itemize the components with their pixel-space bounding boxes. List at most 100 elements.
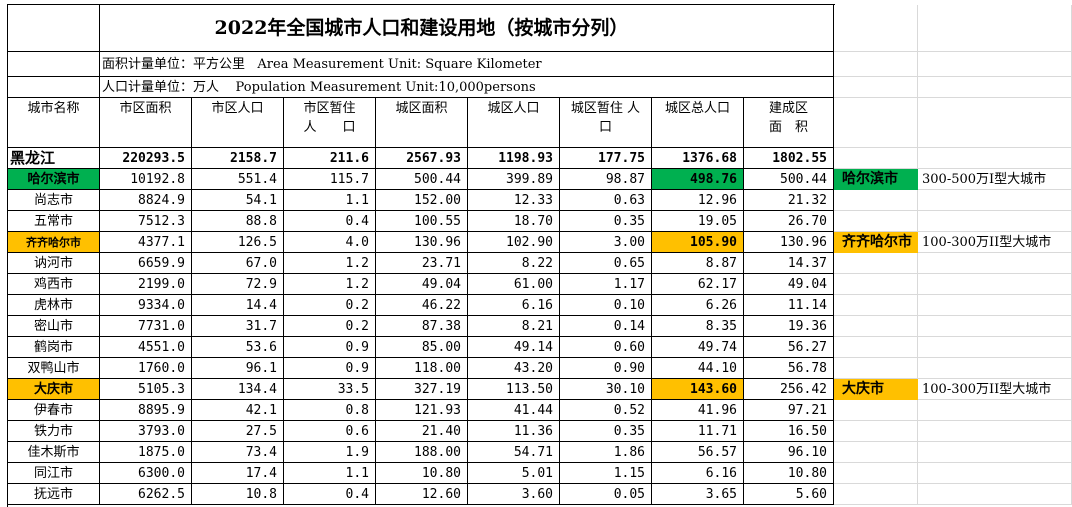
- cell-value: 0.65: [560, 253, 652, 274]
- cell-value: 0.35: [560, 421, 652, 442]
- note-city: 大庆市: [834, 379, 918, 400]
- cell-value: 33.5: [284, 379, 376, 400]
- population-unit: 人口计量单位：万人 Population Measurement Unit:10…: [100, 77, 834, 98]
- grid-cell: [918, 337, 1072, 358]
- cell-value: 21.40: [376, 421, 468, 442]
- cell-value: 0.63: [560, 190, 652, 211]
- cell-value: 96.1: [192, 358, 284, 379]
- cell-value: 0.6: [284, 421, 376, 442]
- column-header: 城区人口: [468, 98, 560, 148]
- cell-value: 121.93: [376, 400, 468, 421]
- cell-value: 49.14: [468, 337, 560, 358]
- city-name: 五常市: [8, 211, 100, 232]
- cell-value: 72.9: [192, 274, 284, 295]
- cell-value: 12.96: [652, 190, 744, 211]
- cell-value: 10192.8: [100, 169, 192, 190]
- cell-value: 177.75: [560, 148, 652, 169]
- grid-cell: [918, 211, 1072, 232]
- cell-value: 500.44: [744, 169, 834, 190]
- cell-value: 6.26: [652, 295, 744, 316]
- area-unit: 面积计量单位：平方公里 Area Measurement Unit: Squar…: [100, 52, 834, 77]
- cell-value: 11.71: [652, 421, 744, 442]
- city-name: 伊春市: [8, 400, 100, 421]
- cell-value: 0.90: [560, 358, 652, 379]
- cell-value: 498.76: [652, 169, 744, 190]
- cell-value: 54.1: [192, 190, 284, 211]
- cell-value: 4551.0: [100, 337, 192, 358]
- grid-cell: [834, 274, 918, 295]
- cell-value: 56.78: [744, 358, 834, 379]
- cell-value: 23.71: [376, 253, 468, 274]
- cell-value: 327.19: [376, 379, 468, 400]
- cell-value: 8824.9: [100, 190, 192, 211]
- column-header: 市区人口: [192, 98, 284, 148]
- cell-value: 18.70: [468, 211, 560, 232]
- city-name: 黑龙江: [8, 148, 100, 169]
- cell-value: 0.9: [284, 337, 376, 358]
- city-name: 齐齐哈尔市: [8, 232, 100, 253]
- cell-value: 1.1: [284, 463, 376, 484]
- note-class: 100-300万II型大城市: [922, 235, 1052, 250]
- cell-value: 0.35: [560, 211, 652, 232]
- cell-value: 10.80: [376, 463, 468, 484]
- grid-cell: [834, 190, 918, 211]
- cell-value: 42.1: [192, 400, 284, 421]
- grid-cell: [834, 484, 918, 505]
- cell-value: 8.21: [468, 316, 560, 337]
- cell-value: 3.00: [560, 232, 652, 253]
- cell-value: 56.27: [744, 337, 834, 358]
- cell-value: 6659.9: [100, 253, 192, 274]
- note-city: 哈尔滨市: [834, 169, 918, 190]
- grid-cell: [918, 463, 1072, 484]
- grid-cell: [834, 148, 918, 169]
- cell-value: 4377.1: [100, 232, 192, 253]
- city-name: 双鸭山市: [8, 358, 100, 379]
- cell-value: 4.0: [284, 232, 376, 253]
- note-class: 100-300万II型大城市: [922, 382, 1052, 397]
- grid-cell: [918, 98, 1072, 148]
- table-frame: [7, 4, 835, 507]
- cell-value: 96.10: [744, 442, 834, 463]
- cell-value: 1.9: [284, 442, 376, 463]
- cell-value: 1802.55: [744, 148, 834, 169]
- cell-value: 100.55: [376, 211, 468, 232]
- column-header: 建成区 面 积: [744, 98, 834, 148]
- grid-cell: [918, 442, 1072, 463]
- cell-value: 8895.9: [100, 400, 192, 421]
- city-name: 尚志市: [8, 190, 100, 211]
- cell-value: 152.00: [376, 190, 468, 211]
- cell-value: 19.36: [744, 316, 834, 337]
- cell-value: 3793.0: [100, 421, 192, 442]
- cell-value: 256.42: [744, 379, 834, 400]
- grid-cell: [834, 358, 918, 379]
- city-name: 抚远市: [8, 484, 100, 505]
- cell-value: 44.10: [652, 358, 744, 379]
- cell-value: 3.65: [652, 484, 744, 505]
- grid-cell: [918, 421, 1072, 442]
- cell-value: 0.10: [560, 295, 652, 316]
- cell-value: 0.05: [560, 484, 652, 505]
- cell-value: 134.4: [192, 379, 284, 400]
- cell-value: 43.20: [468, 358, 560, 379]
- cell-value: 19.05: [652, 211, 744, 232]
- cell-value: 9334.0: [100, 295, 192, 316]
- note-city: 齐齐哈尔市: [834, 232, 918, 253]
- column-header: 城区面积: [376, 98, 468, 148]
- cell-value: 8.35: [652, 316, 744, 337]
- grid-cell: [834, 463, 918, 484]
- cell-value: 1376.68: [652, 148, 744, 169]
- grid-cell: [834, 5, 918, 52]
- cell-value: 5.01: [468, 463, 560, 484]
- cell-value: 73.4: [192, 442, 284, 463]
- cell-value: 54.71: [468, 442, 560, 463]
- cell-value: 6300.0: [100, 463, 192, 484]
- cell-value: 1.2: [284, 274, 376, 295]
- city-name: 大庆市: [8, 379, 100, 400]
- cell-value: 46.22: [376, 295, 468, 316]
- cell-value: 11.14: [744, 295, 834, 316]
- cell-value: 16.50: [744, 421, 834, 442]
- cell-value: 10.80: [744, 463, 834, 484]
- grid-cell: [834, 77, 918, 98]
- cell-value: 0.52: [560, 400, 652, 421]
- grid-cell: [834, 253, 918, 274]
